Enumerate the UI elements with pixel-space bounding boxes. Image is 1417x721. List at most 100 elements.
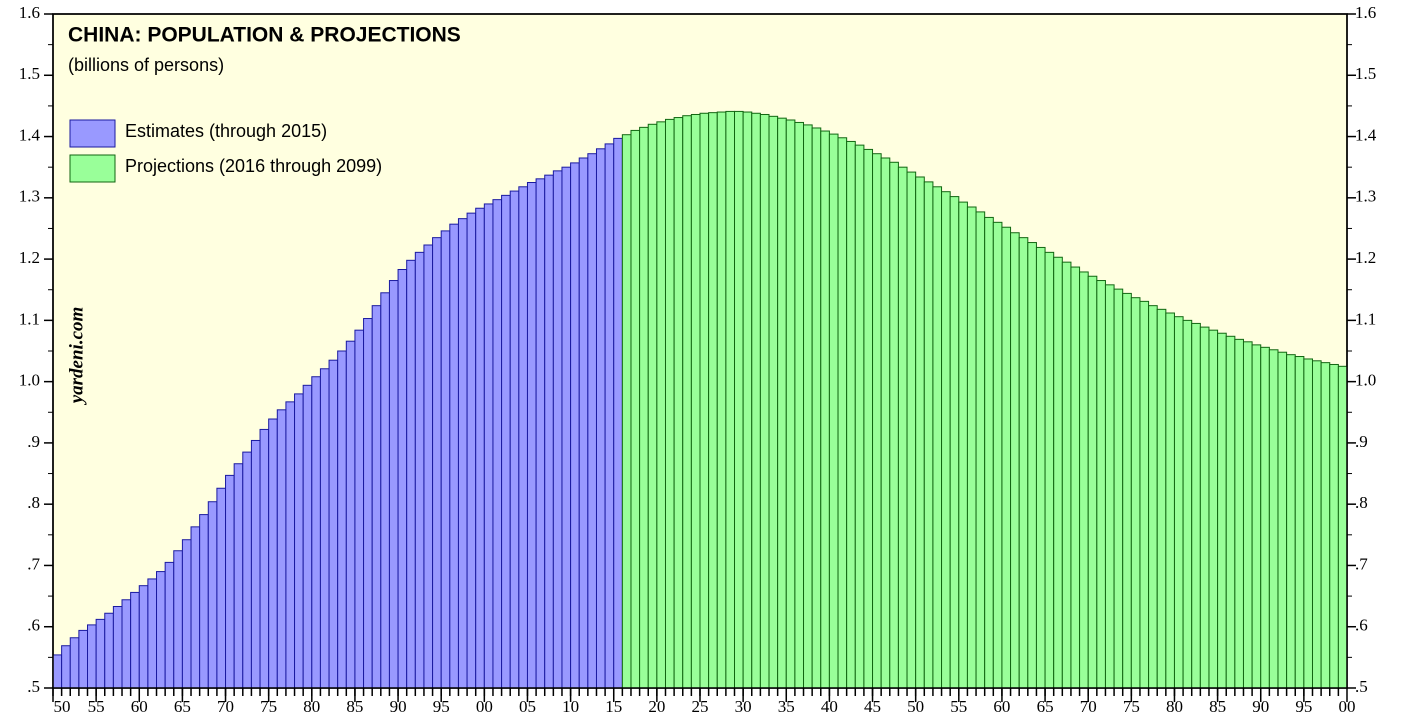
y-tick-label: 1.1 xyxy=(19,309,40,328)
y-tick-label: 1.0 xyxy=(19,371,40,390)
bar xyxy=(509,190,520,689)
bar xyxy=(1001,226,1012,689)
bar xyxy=(837,137,848,689)
bar xyxy=(440,230,451,689)
bar xyxy=(604,143,615,689)
bar xyxy=(1217,332,1227,689)
bar xyxy=(656,121,666,689)
bar xyxy=(673,117,684,689)
y-tick-label: .7 xyxy=(27,554,40,573)
bar xyxy=(1337,365,1348,689)
bar xyxy=(104,612,114,689)
x-tick-label: 65 xyxy=(174,697,191,716)
legend-label: Estimates (through 2015) xyxy=(125,121,327,141)
bar xyxy=(751,112,761,689)
bar xyxy=(328,359,339,689)
bar xyxy=(121,599,132,689)
bar xyxy=(276,409,287,689)
bar xyxy=(630,129,641,689)
bar xyxy=(863,148,874,689)
bar xyxy=(380,292,390,689)
legend-label: Projections (2016 through 2099) xyxy=(125,156,382,176)
y2-tick-label: 1.0 xyxy=(1355,371,1376,390)
bar xyxy=(897,166,908,689)
bar xyxy=(225,474,235,689)
bar xyxy=(915,176,925,689)
bar xyxy=(1199,326,1210,689)
bar xyxy=(587,153,597,689)
bar xyxy=(371,305,382,689)
bar xyxy=(259,428,270,689)
bar xyxy=(716,111,727,689)
y2-tick-label: .8 xyxy=(1355,493,1368,512)
y-tick-label: 1.6 xyxy=(19,3,40,22)
bar xyxy=(1139,300,1150,689)
bar xyxy=(466,212,477,689)
bar xyxy=(78,629,89,689)
bar xyxy=(1311,360,1322,689)
bar xyxy=(1053,256,1063,689)
bar xyxy=(828,133,839,689)
x-tick-label: 50 xyxy=(54,697,71,716)
x-tick-label: 65 xyxy=(1037,697,1054,716)
bar xyxy=(250,439,261,689)
y-tick-label: .8 xyxy=(27,493,40,512)
x-tick-label: 05 xyxy=(519,697,536,716)
bar xyxy=(725,110,736,689)
bar xyxy=(483,203,494,689)
bar xyxy=(1286,354,1296,689)
legend-swatch xyxy=(69,154,116,183)
x-tick-label: 35 xyxy=(778,697,795,716)
bar xyxy=(1044,251,1055,689)
x-tick-label: 75 xyxy=(260,697,277,716)
bar xyxy=(742,111,753,689)
x-tick-label: 00 xyxy=(1339,697,1356,716)
watermark: yardeni.com xyxy=(66,307,87,406)
bar xyxy=(1087,275,1098,689)
bar xyxy=(690,113,701,689)
bar xyxy=(69,637,80,689)
bar xyxy=(1294,356,1305,689)
x-tick-label: 85 xyxy=(1209,697,1226,716)
x-tick-label: 90 xyxy=(1252,697,1269,716)
x-tick-label: 30 xyxy=(735,697,752,716)
bar xyxy=(595,148,606,689)
bar xyxy=(639,126,649,689)
bar xyxy=(535,178,546,689)
bar xyxy=(345,340,356,689)
x-tick-label: 50 xyxy=(907,697,924,716)
bar xyxy=(906,171,917,689)
bar xyxy=(1079,271,1089,689)
bar xyxy=(699,112,710,689)
bar xyxy=(1277,351,1288,689)
bar xyxy=(492,199,503,689)
bar xyxy=(1122,292,1132,689)
bar xyxy=(432,237,442,689)
x-tick-label: 40 xyxy=(821,697,838,716)
bar xyxy=(1303,358,1313,689)
bar xyxy=(173,550,183,689)
bar xyxy=(449,223,459,689)
x-tick-label: 60 xyxy=(993,697,1010,716)
x-tick-label: 80 xyxy=(1166,697,1183,716)
x-tick-label: 85 xyxy=(346,697,363,716)
x-tick-label: 70 xyxy=(217,697,234,716)
x-tick-label: 70 xyxy=(1080,697,1097,716)
bar xyxy=(1070,266,1081,689)
y2-tick-label: .7 xyxy=(1355,554,1368,573)
bar xyxy=(664,118,675,689)
bar xyxy=(734,110,744,689)
bar xyxy=(1234,338,1244,689)
bar xyxy=(216,487,227,689)
bar xyxy=(785,119,796,689)
bar xyxy=(1260,346,1270,689)
x-tick-label: 60 xyxy=(131,697,148,716)
x-tick-label: 90 xyxy=(390,697,407,716)
bar xyxy=(958,201,968,689)
bar xyxy=(1148,305,1158,689)
bar xyxy=(87,624,97,689)
bar xyxy=(613,137,623,689)
bar xyxy=(337,350,347,689)
x-tick-label: 75 xyxy=(1123,697,1140,716)
